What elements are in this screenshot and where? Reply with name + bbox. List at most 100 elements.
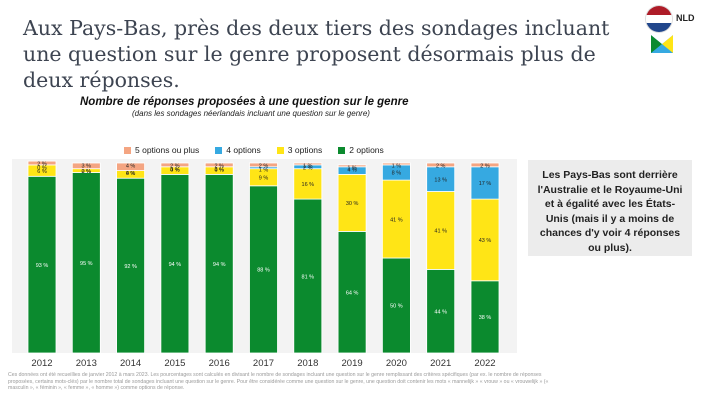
data-label: 0 % [214, 167, 224, 173]
data-label: 4 % [214, 167, 224, 173]
bar-5-options-ou-plus-2020 [381, 162, 411, 166]
data-label: 4 % [126, 171, 136, 177]
footnote: Ces données ont été recueillies de janvi… [8, 372, 549, 392]
netherlands-flag-icon [646, 6, 672, 32]
bar-2-options-2017 [249, 185, 278, 354]
bar-5-options-ou-plus-2018 [293, 162, 323, 166]
data-label: 16 % [302, 182, 315, 188]
data-label: 2 % [214, 164, 224, 170]
bar-4-options-2021 [426, 166, 456, 192]
x-tick-label: 2017 [253, 358, 274, 369]
chart-subtitle: (dans les sondages néerlandais incluant … [132, 109, 370, 118]
legend-swatch [215, 146, 223, 154]
bar-3-options-2022 [470, 198, 500, 282]
data-label: 8 % [392, 171, 402, 177]
legend-label: 5 options ou plus [135, 145, 200, 155]
callout-box: Les Pays-Bas sont derrière l'Australie e… [528, 160, 692, 256]
x-tick-label: 2021 [430, 358, 451, 369]
data-label: 1 % [347, 165, 357, 171]
data-label: 0 % [170, 167, 180, 173]
data-label: 64 % [346, 290, 359, 296]
bar-5-options-ou-plus-2016 [204, 162, 234, 168]
data-label: 2 % [259, 164, 269, 170]
data-label: 95 % [80, 261, 93, 267]
bar-5-options-ou-plus-2015 [160, 162, 190, 168]
legend-label: 4 options [226, 145, 261, 155]
bar-2-options-2015 [160, 173, 190, 354]
data-label: 2 % [82, 169, 92, 175]
data-label: 94 % [169, 262, 182, 268]
data-label: 2 % [480, 164, 490, 170]
data-label: 93 % [36, 263, 49, 269]
bar-3-options-2019 [337, 173, 367, 232]
legend-item-two: 2 options [338, 145, 384, 155]
bar-2-options-2020 [381, 257, 411, 354]
data-label: 1 % [392, 164, 402, 170]
data-label: 2 % [436, 164, 446, 170]
data-label: 43 % [479, 238, 492, 244]
legend-item-five-plus: 5 options ou plus [124, 145, 199, 155]
data-label: 44 % [434, 309, 447, 315]
chart-title: Nombre de réponses proposées à une quest… [80, 96, 409, 108]
bar-3-options-2018 [293, 168, 323, 200]
bar-3-options-2020 [381, 179, 411, 259]
data-label: 38 % [479, 315, 492, 321]
x-tick-label: 2013 [76, 358, 97, 369]
bar-2-options-2022 [470, 280, 500, 354]
data-label: 1 % [259, 167, 269, 173]
data-label: 30 % [346, 201, 359, 207]
flag-red-stripe [646, 6, 672, 15]
data-label: 50 % [390, 304, 403, 310]
data-label: 1 % [303, 164, 313, 170]
data-label: 81 % [302, 274, 315, 280]
legend-swatch [338, 146, 346, 154]
bar-5-options-ou-plus-2014 [116, 162, 145, 171]
data-label: 0 % [126, 171, 136, 177]
x-tick-label: 2022 [474, 358, 495, 369]
data-label: 92 % [124, 264, 137, 270]
bar-5-options-ou-plus-2021 [426, 162, 456, 168]
flag-white-stripe [646, 14, 672, 24]
data-label: 3 % [82, 164, 92, 170]
bar-5-options-ou-plus-2013 [71, 162, 101, 170]
x-tick-label: 2015 [164, 358, 185, 369]
bar-2-options-2016 [204, 173, 234, 354]
data-label: 4 % [347, 167, 357, 173]
legend-label: 3 options [287, 145, 323, 155]
data-label: 2 % [170, 164, 180, 170]
x-tick-label: 2018 [297, 358, 318, 369]
data-label: 4 % [126, 164, 136, 170]
data-label: 94 % [213, 262, 226, 268]
data-label: 17 % [479, 181, 492, 187]
x-tick-label: 2019 [342, 358, 363, 369]
data-label: 2 % [37, 162, 47, 168]
legend-label: 2 options [349, 145, 384, 155]
x-tick-label: 2014 [120, 358, 141, 369]
country-code: NLD [676, 13, 695, 23]
bar-2-options-2013 [71, 172, 101, 354]
data-label: 0 % [82, 169, 92, 175]
bar-5-options-ou-plus-2022 [470, 162, 500, 168]
legend-swatch [276, 146, 284, 154]
data-label: 41 % [390, 217, 403, 223]
bar-5-options-ou-plus-2019 [337, 164, 367, 168]
bar-2-options-2012 [27, 175, 57, 354]
data-label: 2 % [303, 165, 313, 171]
legend-item-four: 4 options [215, 145, 261, 155]
bar-2-options-2021 [426, 268, 456, 354]
data-label: 4 % [170, 167, 180, 173]
headline: Aux Pays-Bas, près des deux tiers des so… [23, 16, 610, 92]
data-label: 88 % [257, 268, 270, 274]
legend-swatch [124, 146, 131, 154]
data-label: 6 % [37, 169, 47, 175]
data-label: 13 % [434, 177, 447, 183]
bar-5-options-ou-plus-2017 [249, 162, 278, 168]
legend-item-three: 3 options [276, 145, 323, 155]
chart-legend: 5 options ou plus 4 options 3 options 2 … [124, 145, 384, 155]
x-tick-label: 2012 [31, 358, 52, 369]
flag-blue-stripe [646, 23, 672, 32]
x-tick-label: 2016 [209, 358, 230, 369]
x-tick-label: 2020 [386, 358, 407, 369]
data-label: 41 % [434, 229, 447, 235]
